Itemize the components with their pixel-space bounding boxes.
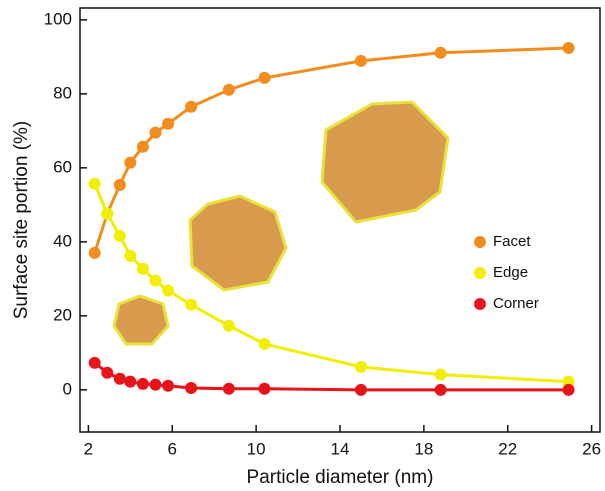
data-point: [354, 360, 367, 373]
data-point: [562, 383, 575, 396]
x-tick-label: 6: [168, 439, 177, 458]
x-axis-title: Particle diameter (nm): [247, 467, 434, 488]
legend-marker: [474, 267, 486, 279]
data-point: [434, 46, 447, 59]
data-point: [354, 383, 367, 396]
legend-label: Edge: [493, 264, 528, 281]
data-point: [124, 375, 137, 388]
y-tick-label: 60: [53, 157, 72, 176]
y-tick-label: 80: [53, 83, 72, 102]
y-tick-label: 20: [53, 305, 72, 324]
y-tick-label: 40: [53, 231, 72, 250]
data-point: [162, 284, 175, 297]
data-point: [185, 100, 198, 113]
data-point: [222, 382, 235, 395]
data-point: [149, 274, 162, 287]
legend-label: Facet: [493, 233, 531, 250]
y-tick-label: 100: [44, 9, 72, 28]
data-point: [258, 382, 271, 395]
series-line: [93, 183, 569, 384]
data-point: [434, 383, 447, 396]
plot-frame: [79, 7, 601, 433]
x-tick-label: 22: [498, 439, 517, 458]
data-point: [113, 229, 126, 242]
data-point: [88, 246, 101, 259]
particle-small: [112, 294, 170, 346]
data-point: [562, 41, 575, 54]
data-point: [354, 54, 367, 67]
data-point: [222, 319, 235, 332]
data-point: [185, 381, 198, 394]
data-point: [124, 156, 137, 169]
particle-medium: [188, 194, 288, 292]
x-tick-label: 14: [331, 439, 350, 458]
legend-label: Corner: [493, 295, 539, 312]
data-point: [101, 207, 114, 220]
data-point: [222, 83, 235, 96]
data-point: [258, 71, 271, 84]
data-point: [124, 249, 137, 262]
legend-marker: [474, 298, 486, 310]
data-point: [113, 178, 126, 191]
data-point: [136, 377, 149, 390]
legend-marker: [474, 236, 486, 248]
x-tick-label: 26: [582, 439, 601, 458]
data-point: [101, 366, 114, 379]
y-axis-title: Surface site portion (%): [11, 121, 32, 320]
particles: [112, 100, 450, 346]
data-point: [88, 177, 101, 190]
data-point: [149, 378, 162, 391]
data-point: [162, 117, 175, 130]
data-point: [162, 379, 175, 392]
data-point: [113, 372, 126, 385]
x-tick-label: 18: [414, 439, 433, 458]
data-point: [434, 368, 447, 381]
x-tick-label: 2: [84, 439, 93, 458]
data-point: [185, 298, 198, 311]
data-point: [88, 356, 101, 369]
data-point: [136, 262, 149, 275]
data-point: [149, 126, 162, 139]
data-point: [136, 140, 149, 153]
particle-large: [320, 100, 450, 224]
legend: Facet Edge Corner: [474, 233, 539, 312]
x-tick-label: 10: [247, 439, 266, 458]
data-point: [258, 337, 271, 350]
y-tick-label: 0: [63, 379, 72, 398]
